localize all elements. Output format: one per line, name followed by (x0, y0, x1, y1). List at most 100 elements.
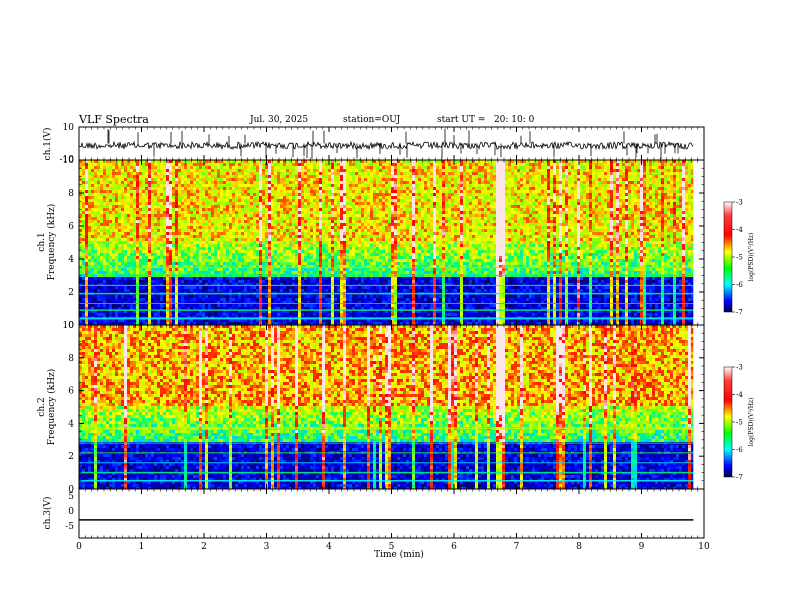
spectrogram-cell (334, 208, 337, 211)
spectrogram-cell (259, 247, 262, 250)
spectrogram-cell (139, 286, 142, 289)
spectrogram-cell (175, 232, 178, 235)
spectrogram-cell (85, 172, 88, 175)
spectrogram-cell (175, 211, 178, 214)
spectrogram-cell (100, 313, 103, 316)
spectrogram-cell (82, 253, 85, 256)
spectrogram-cell (286, 247, 289, 250)
spectrogram-cell (94, 268, 97, 271)
spectrogram-cell (112, 250, 115, 253)
spectrogram-cell (127, 304, 130, 307)
spectrogram-cell (316, 259, 319, 262)
spectrogram-cell (244, 169, 247, 172)
spectrogram-cell (151, 226, 154, 229)
spectrogram-cell (211, 244, 214, 247)
spectrogram-cell (286, 202, 289, 205)
spectrogram-cell (112, 241, 115, 244)
spectrogram-cell (163, 313, 166, 316)
spectrogram-cell (142, 184, 145, 187)
spectrogram-cell (220, 187, 223, 190)
spectrogram-cell (133, 220, 136, 223)
spectrogram-cell (202, 166, 205, 169)
spectrogram-cell (295, 169, 298, 172)
spectrogram-cell (337, 262, 340, 265)
spectrogram-cell (244, 277, 247, 280)
spectrogram-cell (103, 184, 106, 187)
spectrogram-cell (346, 223, 349, 226)
spectrogram-cell (310, 247, 313, 250)
spectrogram-cell (295, 229, 298, 232)
spectrogram-cell (331, 295, 334, 298)
spectrogram-cell (169, 184, 172, 187)
spectrogram-cell (97, 244, 100, 247)
spectrogram-cell (175, 190, 178, 193)
spectrogram-cell (82, 220, 85, 223)
spectrogram-cell (316, 235, 319, 238)
spectrogram-cell (346, 190, 349, 193)
spectrogram-cell (346, 175, 349, 178)
spectrogram-cell (157, 289, 160, 292)
spectrogram-cell (322, 196, 325, 199)
spectrogram-cell (151, 253, 154, 256)
spectrogram-cell (145, 313, 148, 316)
spectrogram-cell (193, 190, 196, 193)
spectrogram-cell (184, 184, 187, 187)
spectrogram-cell (229, 175, 232, 178)
spectrogram-cell (241, 166, 244, 169)
spectrogram-cell (247, 181, 250, 184)
spectrogram-cell (193, 172, 196, 175)
spectrogram-cell (292, 196, 295, 199)
spectrogram-cell (262, 196, 265, 199)
spectrogram-cell (112, 235, 115, 238)
spectrogram-cell (235, 208, 238, 211)
spectrogram-cell (274, 184, 277, 187)
spectrogram-cell (343, 220, 346, 223)
spectrogram-cell (262, 238, 265, 241)
spectrogram-cell (343, 190, 346, 193)
spectrogram-cell (82, 187, 85, 190)
spectrogram-cell (88, 229, 91, 232)
ch1-spectrogram-panel: 0246810 ch.1Frequency (kHz) (37, 156, 704, 331)
spectrogram-cell (274, 319, 277, 322)
spectrogram-cell (184, 229, 187, 232)
spectrogram-cell (205, 313, 208, 316)
spectrogram-cell (91, 295, 94, 298)
spectrogram-cell (112, 205, 115, 208)
spectrogram-cell (307, 184, 310, 187)
spectrogram-cell (241, 211, 244, 214)
spectrogram-cell (265, 175, 268, 178)
spectrogram-cell (235, 298, 238, 301)
spectrogram-cell (136, 211, 139, 214)
spectrogram-cell (85, 232, 88, 235)
spectrogram-cell (157, 271, 160, 274)
spectrogram-cell (298, 262, 301, 265)
spectrogram-cell (253, 214, 256, 217)
spectrogram-cell (319, 175, 322, 178)
spectrogram-cell (208, 238, 211, 241)
spectrogram-cell (313, 232, 316, 235)
spectrogram-cell (271, 295, 274, 298)
spectrogram-cell (202, 190, 205, 193)
spectrogram-cell (139, 289, 142, 292)
spectrogram-cell (307, 181, 310, 184)
spectrogram-cell (271, 169, 274, 172)
spectrogram-cell (325, 169, 328, 172)
spectrogram-cell (121, 247, 124, 250)
spectrogram-cell (214, 208, 217, 211)
spectrogram-cell (136, 226, 139, 229)
spectrogram-cell (211, 232, 214, 235)
spectrogram-cell (232, 187, 235, 190)
spectrogram-cell (325, 187, 328, 190)
spectrogram-cell (142, 241, 145, 244)
spectrogram-cell (286, 169, 289, 172)
spectrogram-cell (136, 196, 139, 199)
spectrogram-cell (121, 298, 124, 301)
spectrogram-cell (133, 199, 136, 202)
spectrogram-cell (187, 286, 190, 289)
spectrogram-cell (151, 214, 154, 217)
spectrogram-cell (115, 166, 118, 169)
spectrogram-cell (310, 238, 313, 241)
spectrogram-cell (337, 172, 340, 175)
spectrogram-cell (334, 289, 337, 292)
spectrogram-cell (208, 277, 211, 280)
